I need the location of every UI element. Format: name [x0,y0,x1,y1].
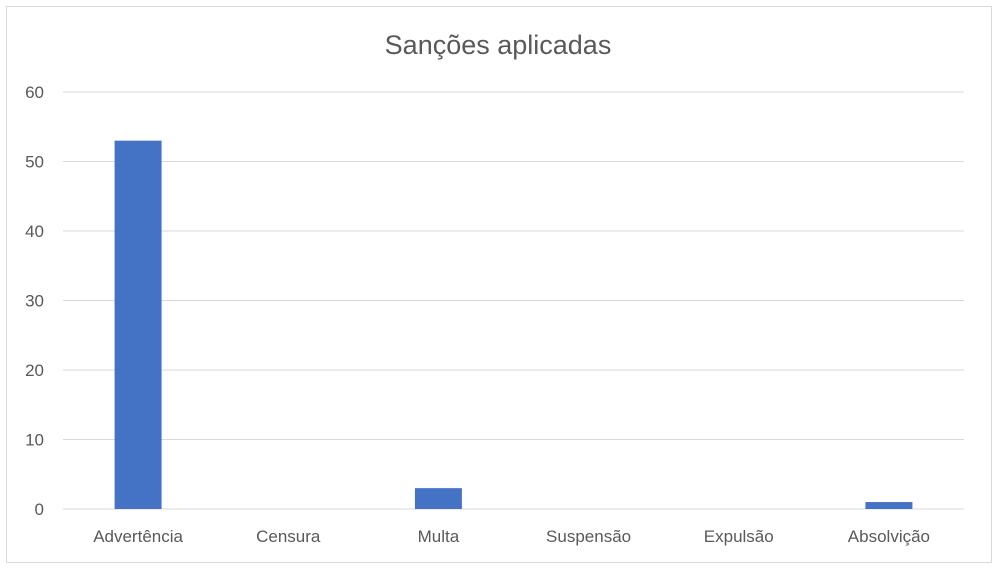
y-tick-label: 10 [25,431,44,450]
x-category-label: Multa [418,527,460,546]
bars [114,140,913,509]
x-category-label: Absolvição [848,527,930,546]
x-category-label: Suspensão [546,527,631,546]
x-axis-labels: Advertência Censura Multa Suspensão Expulsão… [93,527,930,546]
x-category-label: Censura [256,527,321,546]
x-category-label: Advertência [93,527,183,546]
bar [114,140,162,509]
chart-frame [6,6,992,563]
y-tick-label: 40 [25,222,44,241]
bar [865,502,913,509]
y-tick-label: 30 [25,292,44,311]
gridlines [63,91,964,510]
y-tick-label: 20 [25,361,44,380]
y-tick-label: 0 [35,500,44,519]
chart-title: Sanções aplicadas [385,30,612,60]
x-category-label: Expulsão [704,527,774,546]
y-axis-ticks: 0 10 20 30 40 50 60 [25,83,44,519]
bar [414,488,462,509]
y-tick-label: 60 [25,83,44,102]
y-tick-label: 50 [25,153,44,172]
